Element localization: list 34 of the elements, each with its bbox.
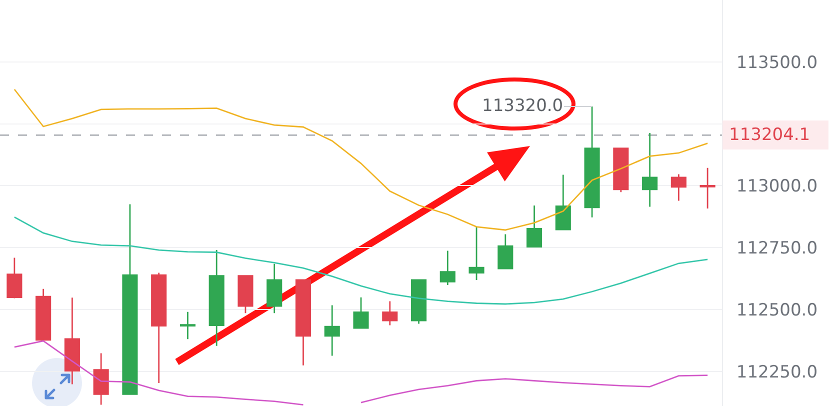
candlestick (238, 275, 254, 314)
ref-line-label: 113204.1 (729, 125, 810, 145)
y-tick-label: 113500.0 (736, 52, 818, 73)
y-tick-label: 112500.0 (736, 300, 818, 320)
candlestick (410, 279, 427, 325)
line-series (14, 88, 708, 231)
candlestick (468, 226, 484, 281)
candlestick (440, 250, 456, 286)
candlestick (700, 167, 716, 210)
candlestick (555, 174, 571, 230)
candlestick (93, 352, 109, 406)
candlestick (208, 249, 224, 347)
candlestick (613, 148, 629, 193)
candlestick (180, 311, 196, 340)
y-tick-label: 113000.0 (736, 176, 818, 197)
candlestick (6, 257, 22, 300)
candlestick (295, 279, 312, 366)
candlestick (64, 296, 80, 385)
candlestick (498, 233, 514, 270)
candlestick (670, 174, 686, 202)
y-tick-label: 112250.0 (736, 362, 818, 382)
candlestick (526, 204, 542, 248)
y-tick-label: 112750.0 (736, 238, 818, 259)
line-series (14, 216, 708, 305)
candlestick (353, 296, 369, 329)
candlestick (266, 263, 282, 314)
candlestick (151, 272, 167, 384)
annotation: 113320.0 (482, 96, 564, 116)
candlestick (324, 304, 340, 356)
candlestick (584, 106, 600, 218)
candlestick (122, 204, 138, 395)
candlestick (642, 132, 658, 208)
candlestick (36, 288, 52, 342)
candlestick (382, 300, 398, 326)
